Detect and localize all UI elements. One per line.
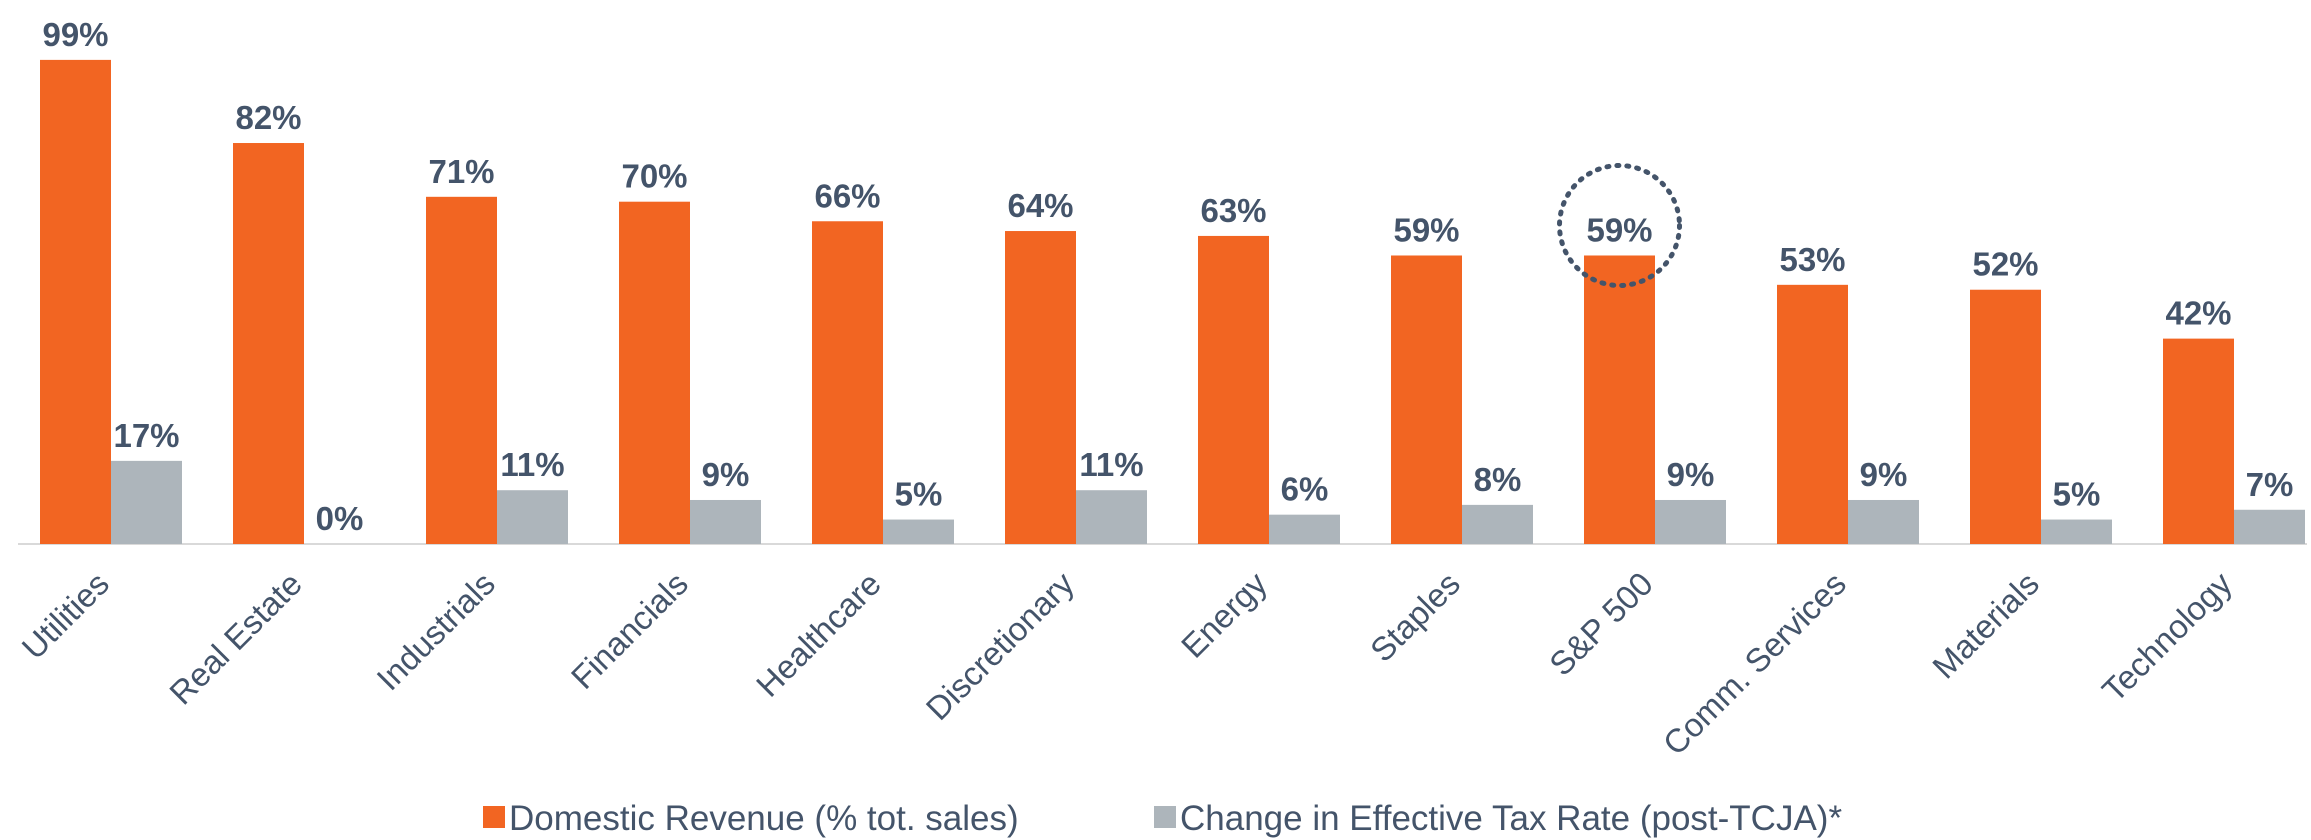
value-label: 5% [2053, 476, 2101, 513]
value-label: 8% [1474, 461, 1522, 498]
x-tick-label: Utilities [15, 565, 116, 666]
value-label: 9% [1667, 456, 1715, 493]
x-tick-label: Discretionary [919, 564, 1082, 727]
value-label: 52% [1972, 246, 2038, 283]
bar [883, 519, 954, 544]
x-tick-label: Real Estate [162, 565, 309, 712]
value-label: 0% [316, 500, 364, 537]
bar [1584, 255, 1655, 545]
x-tick-label: Healthcare [749, 565, 888, 704]
legend-swatch [1154, 806, 1176, 828]
value-label: 11% [1079, 446, 1143, 483]
value-label: 9% [1860, 456, 1908, 493]
bar [1076, 490, 1147, 544]
x-tick-label: Industrials [369, 565, 502, 698]
bar [233, 143, 304, 544]
x-tick-label: Financials [564, 565, 695, 696]
value-label: 6% [1281, 471, 1329, 508]
bar [497, 490, 568, 544]
value-label: 71% [428, 153, 494, 190]
bar [690, 499, 761, 544]
x-tick-label: Energy [1174, 564, 1274, 664]
bar [426, 196, 497, 544]
value-label: 64% [1007, 187, 1073, 224]
legend-swatch [483, 806, 505, 828]
x-tick-label: Technology [2095, 564, 2240, 709]
value-label: 7% [2246, 466, 2294, 503]
bar [812, 221, 883, 544]
bar [1269, 514, 1340, 544]
x-tick-label: Staples [1363, 565, 1467, 669]
value-label: 53% [1779, 241, 1845, 278]
bar [111, 460, 182, 544]
value-label: 59% [1586, 211, 1652, 248]
legend-label: Change in Effective Tax Rate (post-TCJA)… [1180, 799, 1842, 838]
value-label: 42% [2165, 295, 2231, 332]
bar [1777, 284, 1848, 544]
bar [1462, 504, 1533, 544]
bar [1391, 255, 1462, 545]
bar [619, 201, 690, 544]
bar [1005, 231, 1076, 545]
bar [2234, 509, 2305, 544]
highlight-circle [1557, 162, 1682, 288]
bar [40, 59, 111, 544]
bar [1655, 499, 1726, 544]
bar [1848, 499, 1919, 544]
bar [1970, 289, 2041, 544]
value-label: 59% [1393, 211, 1459, 248]
value-label: 66% [814, 177, 880, 214]
x-tick-label: Comm. Services [1656, 565, 1853, 762]
bar [2163, 338, 2234, 544]
value-label: 17% [113, 417, 179, 454]
value-label: 11% [500, 446, 564, 483]
x-tick-label: Materials [1925, 565, 2046, 686]
value-label: 5% [895, 476, 943, 513]
bar [2041, 519, 2112, 544]
value-label: 63% [1200, 192, 1266, 229]
value-label: 9% [702, 456, 750, 493]
bar [1198, 235, 1269, 544]
legend-label: Domestic Revenue (% tot. sales) [509, 799, 1019, 838]
value-label: 70% [621, 158, 687, 195]
value-label: 82% [235, 99, 301, 136]
x-tick-label: S&P 500 [1542, 565, 1660, 683]
value-label: 99% [42, 16, 108, 53]
